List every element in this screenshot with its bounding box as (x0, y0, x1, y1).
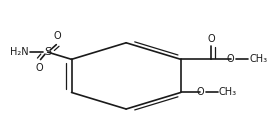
Text: O: O (197, 87, 204, 97)
Text: H₂N: H₂N (10, 47, 29, 57)
Text: O: O (54, 31, 61, 41)
Text: O: O (207, 34, 215, 44)
Text: O: O (227, 54, 235, 64)
Text: CH₃: CH₃ (219, 87, 237, 97)
Text: CH₃: CH₃ (249, 54, 267, 64)
Text: S: S (44, 47, 51, 57)
Text: O: O (35, 63, 43, 73)
